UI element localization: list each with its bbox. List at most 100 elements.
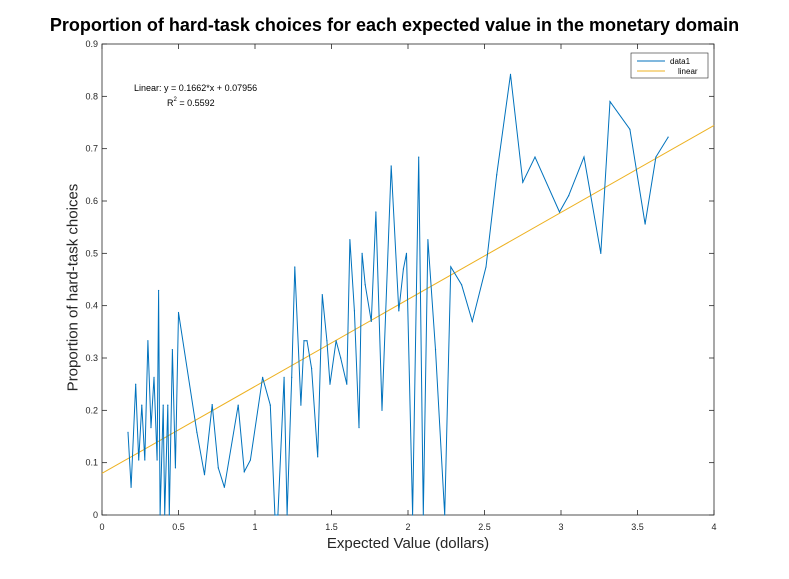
data1-point [249,459,252,461]
data1-point [402,268,405,270]
data1-point [311,367,313,370]
data1-point [141,404,143,406]
data1-point [340,357,342,359]
data1-point [583,156,585,158]
legend: data1 linear [630,52,709,79]
y-tick-label: 0.2 [85,405,98,415]
data1-point [237,404,239,406]
data1-point [269,404,271,406]
r-squared-value: = 0.5592 [177,98,215,108]
data1-point [434,349,437,351]
y-axis-ticks: 0 0.1 0.2 0.3 0.4 0.5 0.6 0.7 0.8 0.9 [85,39,714,520]
data1-point [156,459,158,461]
data1-point [427,239,429,241]
data1-point [600,252,602,254]
data1-point [329,383,331,385]
data1-point [609,100,611,103]
data1-point [390,165,392,167]
data1-point [496,174,498,176]
data1-point [444,514,446,516]
y-tick-label: 0.7 [85,144,98,154]
data1-point [286,514,288,516]
y-tick-label: 0.8 [85,91,98,101]
data1-point [262,376,264,378]
data1-point [485,266,487,268]
legend-box [630,52,709,79]
data1-point [294,266,296,268]
data1-point [418,156,420,158]
x-tick-label: 2.5 [478,522,491,532]
data1-point [471,320,473,322]
data1-point [450,266,452,268]
y-tick-label: 0.4 [85,301,98,311]
legend-label-linear: linear [678,67,698,76]
x-tick-label: 1.5 [325,522,338,532]
y-tick-label: 0.5 [85,248,98,258]
data1-point [150,427,152,429]
x-tick-label: 3 [558,522,563,532]
data1-point [130,486,132,488]
data1-point [509,73,512,75]
data1-point [300,404,302,406]
data1-point [655,156,657,158]
data1-point [217,467,219,469]
chart-title: Proportion of hard-task choices for each… [49,15,740,35]
data1-point [321,294,323,296]
data1-point [353,310,356,312]
data1-point [558,211,561,213]
x-tick-label: 4 [711,522,716,532]
data1-point [196,431,198,433]
data1-point [358,427,360,429]
data1-point [158,289,160,292]
legend-label-data1: data1 [670,57,691,66]
data1-point [135,383,137,385]
data1-point [303,340,305,342]
data1-point [667,136,669,138]
data1-point [644,223,646,225]
data1-point [162,404,164,406]
y-tick-label: 0.6 [85,196,98,206]
r-squared-label: R [167,98,174,108]
data1-point [203,474,206,476]
x-axis-ticks: 0 0.5 1 1.5 2 2.5 3 3.5 4 [99,44,717,532]
y-tick-label: 0.1 [85,458,98,468]
data1-point [174,467,177,469]
data1-point [381,409,383,411]
data1-point [522,181,524,183]
data1-point [411,514,414,516]
data1-points [127,73,669,516]
y-tick-label: 0.9 [85,39,98,49]
data1-point [361,252,363,254]
data1-point [405,252,408,254]
data1-point [223,486,225,488]
y-axis-label: Proportion of hard-task choices [64,183,82,392]
x-tick-label: 2 [405,522,410,532]
data1-point [147,340,149,342]
axes-box [101,43,715,516]
data1-point [317,456,319,458]
data1-point [211,403,213,406]
r-squared-exponent: 2 [174,97,178,103]
data1-point [335,340,337,342]
data1-point [460,284,463,286]
data1-point [177,311,180,314]
x-tick-label: 1 [252,522,257,532]
data1-point [159,514,161,516]
data1-point [291,376,293,378]
data1-point [349,239,351,241]
data1-point [398,310,400,312]
data1-point [283,376,285,378]
data1-point [375,211,377,213]
data1-point [326,340,328,342]
y-tick-label: 0 [93,510,98,520]
x-tick-label: 0.5 [172,522,185,532]
x-tick-label: 3.5 [631,522,644,532]
data1-point [144,459,146,461]
r-squared-text: R2 = 0.5592 [167,97,215,108]
data1-point [153,376,155,378]
y-tick-label: 0.3 [85,353,98,363]
data1-point [171,349,173,351]
data1-point [346,383,348,385]
